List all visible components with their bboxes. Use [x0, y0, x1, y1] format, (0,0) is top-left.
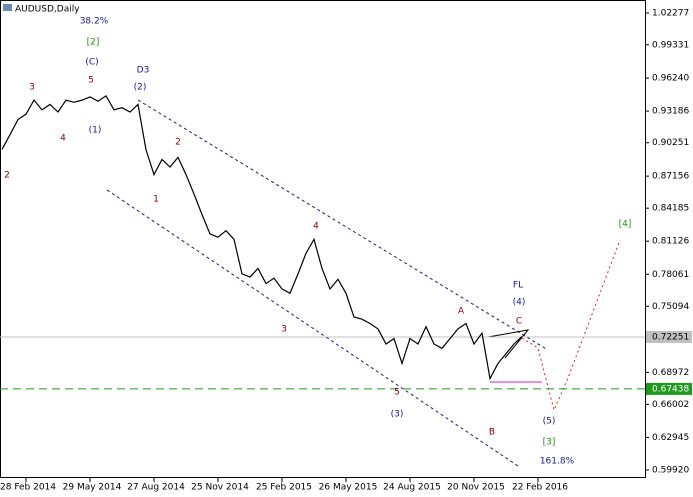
x-tick-label: 25 Nov 2014 [191, 483, 249, 493]
wave-label: (2) [134, 83, 147, 93]
channel-lower [106, 189, 519, 467]
wave-label: 4 [60, 134, 66, 144]
wave-label: 161.8% [540, 457, 575, 467]
wave-label: 3 [281, 325, 287, 335]
wave-label: 5 [88, 76, 94, 86]
y-tick-label: 0.66002 [652, 400, 689, 410]
level-box [646, 382, 692, 395]
y-tick-label: 0.99331 [652, 40, 689, 50]
price-line [1, 94, 523, 381]
x-tick-label: 20 Nov 2015 [447, 483, 505, 493]
y-tick-label: 0.96240 [652, 74, 689, 84]
x-tick-label: 25 Feb 2015 [256, 483, 312, 493]
wave-label: (4) [513, 298, 526, 308]
wave-label: 1 [153, 195, 159, 205]
wave-label: 2 [175, 138, 181, 148]
wave-label: 38.2% [80, 17, 109, 27]
wave-label: C [516, 317, 522, 327]
wave-label: [2] [87, 38, 100, 48]
x-tick-label: 27 Aug 2014 [127, 483, 185, 493]
y-tick-label: 0.84185 [652, 204, 689, 214]
symbol-icon [3, 4, 12, 11]
y-tick-label: 0.75094 [652, 302, 689, 312]
wave-label: B [489, 428, 495, 438]
y-tick-label: 0.59920 [652, 466, 689, 476]
wave-label: FL [513, 281, 523, 291]
channel-upper [137, 99, 549, 351]
x-tick-label: 24 Aug 2015 [383, 483, 441, 493]
triangle [487, 329, 530, 359]
level-label: 0.67438 [652, 384, 689, 394]
wave-label: 3 [29, 83, 35, 93]
wave-label: [4] [619, 220, 632, 230]
wave-label: [3] [543, 438, 556, 448]
wave-label: (C) [85, 58, 98, 68]
current-price-label: 0.72251 [652, 332, 689, 342]
wave-label: 2 [4, 171, 10, 181]
y-tick-label: 0.90251 [652, 138, 689, 148]
forecast-path [521, 239, 621, 412]
x-tick-label: 29 May 2014 [63, 483, 122, 493]
y-tick-label: 0.93186 [652, 107, 689, 117]
wave-label: A [458, 307, 465, 317]
y-tick-label: 0.87156 [652, 172, 689, 182]
y-tick-label: 0.81126 [652, 237, 689, 247]
y-tick-label: 1.02277 [652, 8, 689, 18]
x-tick-label: 22 Feb 2016 [512, 483, 568, 493]
y-tick-label: 0.62945 [652, 433, 689, 443]
wave-label: (3) [391, 410, 404, 420]
y-tick-label: 0.78061 [652, 270, 689, 280]
wave-label: 4 [313, 222, 319, 232]
wave-label: 5 [394, 388, 400, 398]
x-tick-label: 28 Feb 2014 [0, 483, 56, 493]
current-price-box [646, 330, 692, 343]
x-tick-label: 26 May 2015 [319, 483, 378, 493]
plot-frame [0, 0, 646, 478]
wave-label: (1) [89, 126, 102, 136]
y-tick-label: 0.68972 [652, 368, 689, 378]
wave-label: (5) [543, 417, 556, 427]
wave-label: D3 [137, 66, 150, 76]
chart-title: AUDUSD,Daily [15, 5, 80, 15]
